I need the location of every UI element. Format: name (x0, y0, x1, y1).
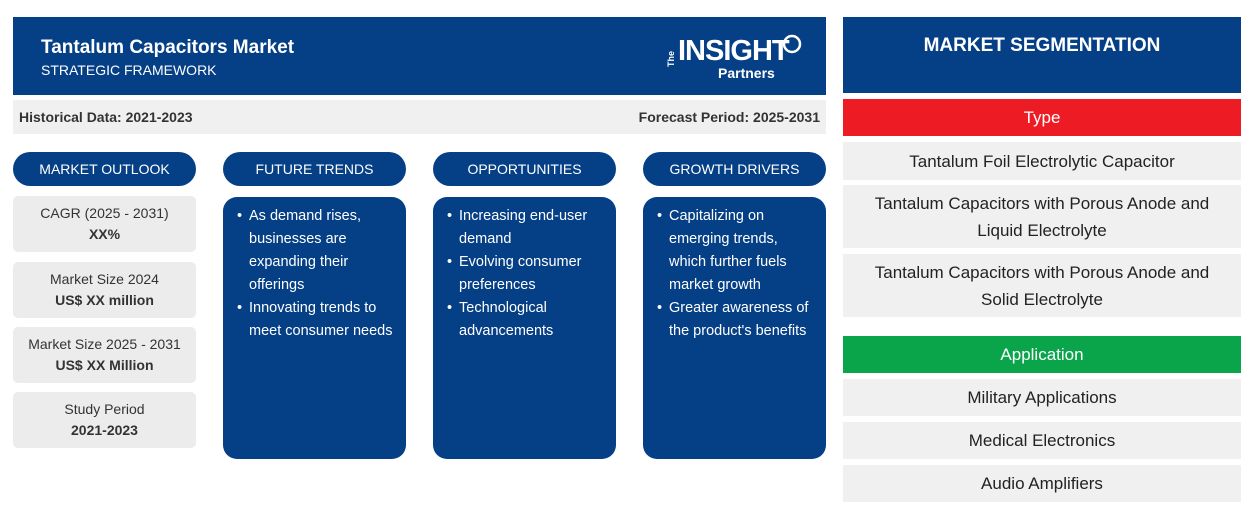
segment-item: Audio Amplifiers (843, 465, 1241, 502)
stat-label: Study Period (64, 401, 145, 417)
stat-value: US$ XX million (55, 292, 154, 308)
logo-partners-text: Partners (718, 65, 775, 81)
growth-drivers-heading: GROWTH DRIVERS (643, 152, 826, 186)
segment-item: Tantalum Foil Electrolytic Capacitor (843, 142, 1241, 180)
list-item: As demand rises, businesses are expandin… (237, 205, 396, 297)
list-item: Evolving consumer preferences (447, 251, 606, 297)
growth-drivers-card: Capitalizing on emerging trends, which f… (643, 197, 826, 459)
list-item: Innovating trends to meet consumer needs (237, 297, 396, 343)
future-trends-card: As demand rises, businesses are expandin… (223, 197, 406, 459)
list-item: Greater awareness of the product's benef… (657, 297, 816, 343)
segment-item: Military Applications (843, 379, 1241, 416)
stat-value: 2021-2023 (71, 422, 138, 438)
opportunities-card: Increasing end-user demand Evolving cons… (433, 197, 616, 459)
insight-partners-logo: The INSIGHT Partners (666, 33, 804, 83)
report-title: Tantalum Capacitors Market (41, 37, 295, 58)
report-header: Tantalum Capacitors Market STRATEGIC FRA… (13, 17, 826, 95)
stat-market-size-2024: Market Size 2024 US$ XX million (13, 262, 196, 318)
list-item: Increasing end-user demand (447, 205, 606, 251)
logo-circle-icon (782, 34, 802, 54)
historical-data: Historical Data: 2021-2023 (19, 109, 193, 125)
logo-the-text: The (666, 50, 676, 67)
stat-value: XX% (88, 226, 121, 242)
period-bar: Historical Data: 2021-2023 Forecast Peri… (13, 100, 826, 134)
segment-item: Tantalum Capacitors with Porous Anode an… (843, 185, 1241, 248)
stat-study-period: Study Period 2021-2023 (13, 392, 196, 448)
stat-cagr: CAGR (2025 - 2031) XX% (13, 196, 196, 252)
segmentation-title: MARKET SEGMENTATION (843, 17, 1241, 93)
logo-insight-text: INSIGHT (678, 35, 790, 67)
opportunities-heading: OPPORTUNITIES (433, 152, 616, 186)
forecast-period: Forecast Period: 2025-2031 (638, 109, 820, 125)
market-outlook-heading: MARKET OUTLOOK (13, 152, 196, 186)
report-subtitle: STRATEGIC FRAMEWORK (41, 62, 217, 78)
segment-item: Medical Electronics (843, 422, 1241, 459)
segment-category-type: Type (843, 99, 1241, 136)
list-item: Capitalizing on emerging trends, which f… (657, 205, 816, 297)
future-trends-heading: FUTURE TRENDS (223, 152, 406, 186)
segment-item: Tantalum Capacitors with Porous Anode an… (843, 254, 1241, 317)
stat-label: Market Size 2024 (50, 271, 159, 287)
stat-market-size-forecast: Market Size 2025 - 2031 US$ XX Million (13, 327, 196, 383)
list-item: Technological advancements (447, 297, 606, 343)
stat-value: US$ XX Million (55, 357, 154, 373)
segment-category-application: Application (843, 336, 1241, 373)
stat-label: CAGR (2025 - 2031) (40, 205, 169, 221)
stat-label: Market Size 2025 - 2031 (28, 336, 181, 352)
